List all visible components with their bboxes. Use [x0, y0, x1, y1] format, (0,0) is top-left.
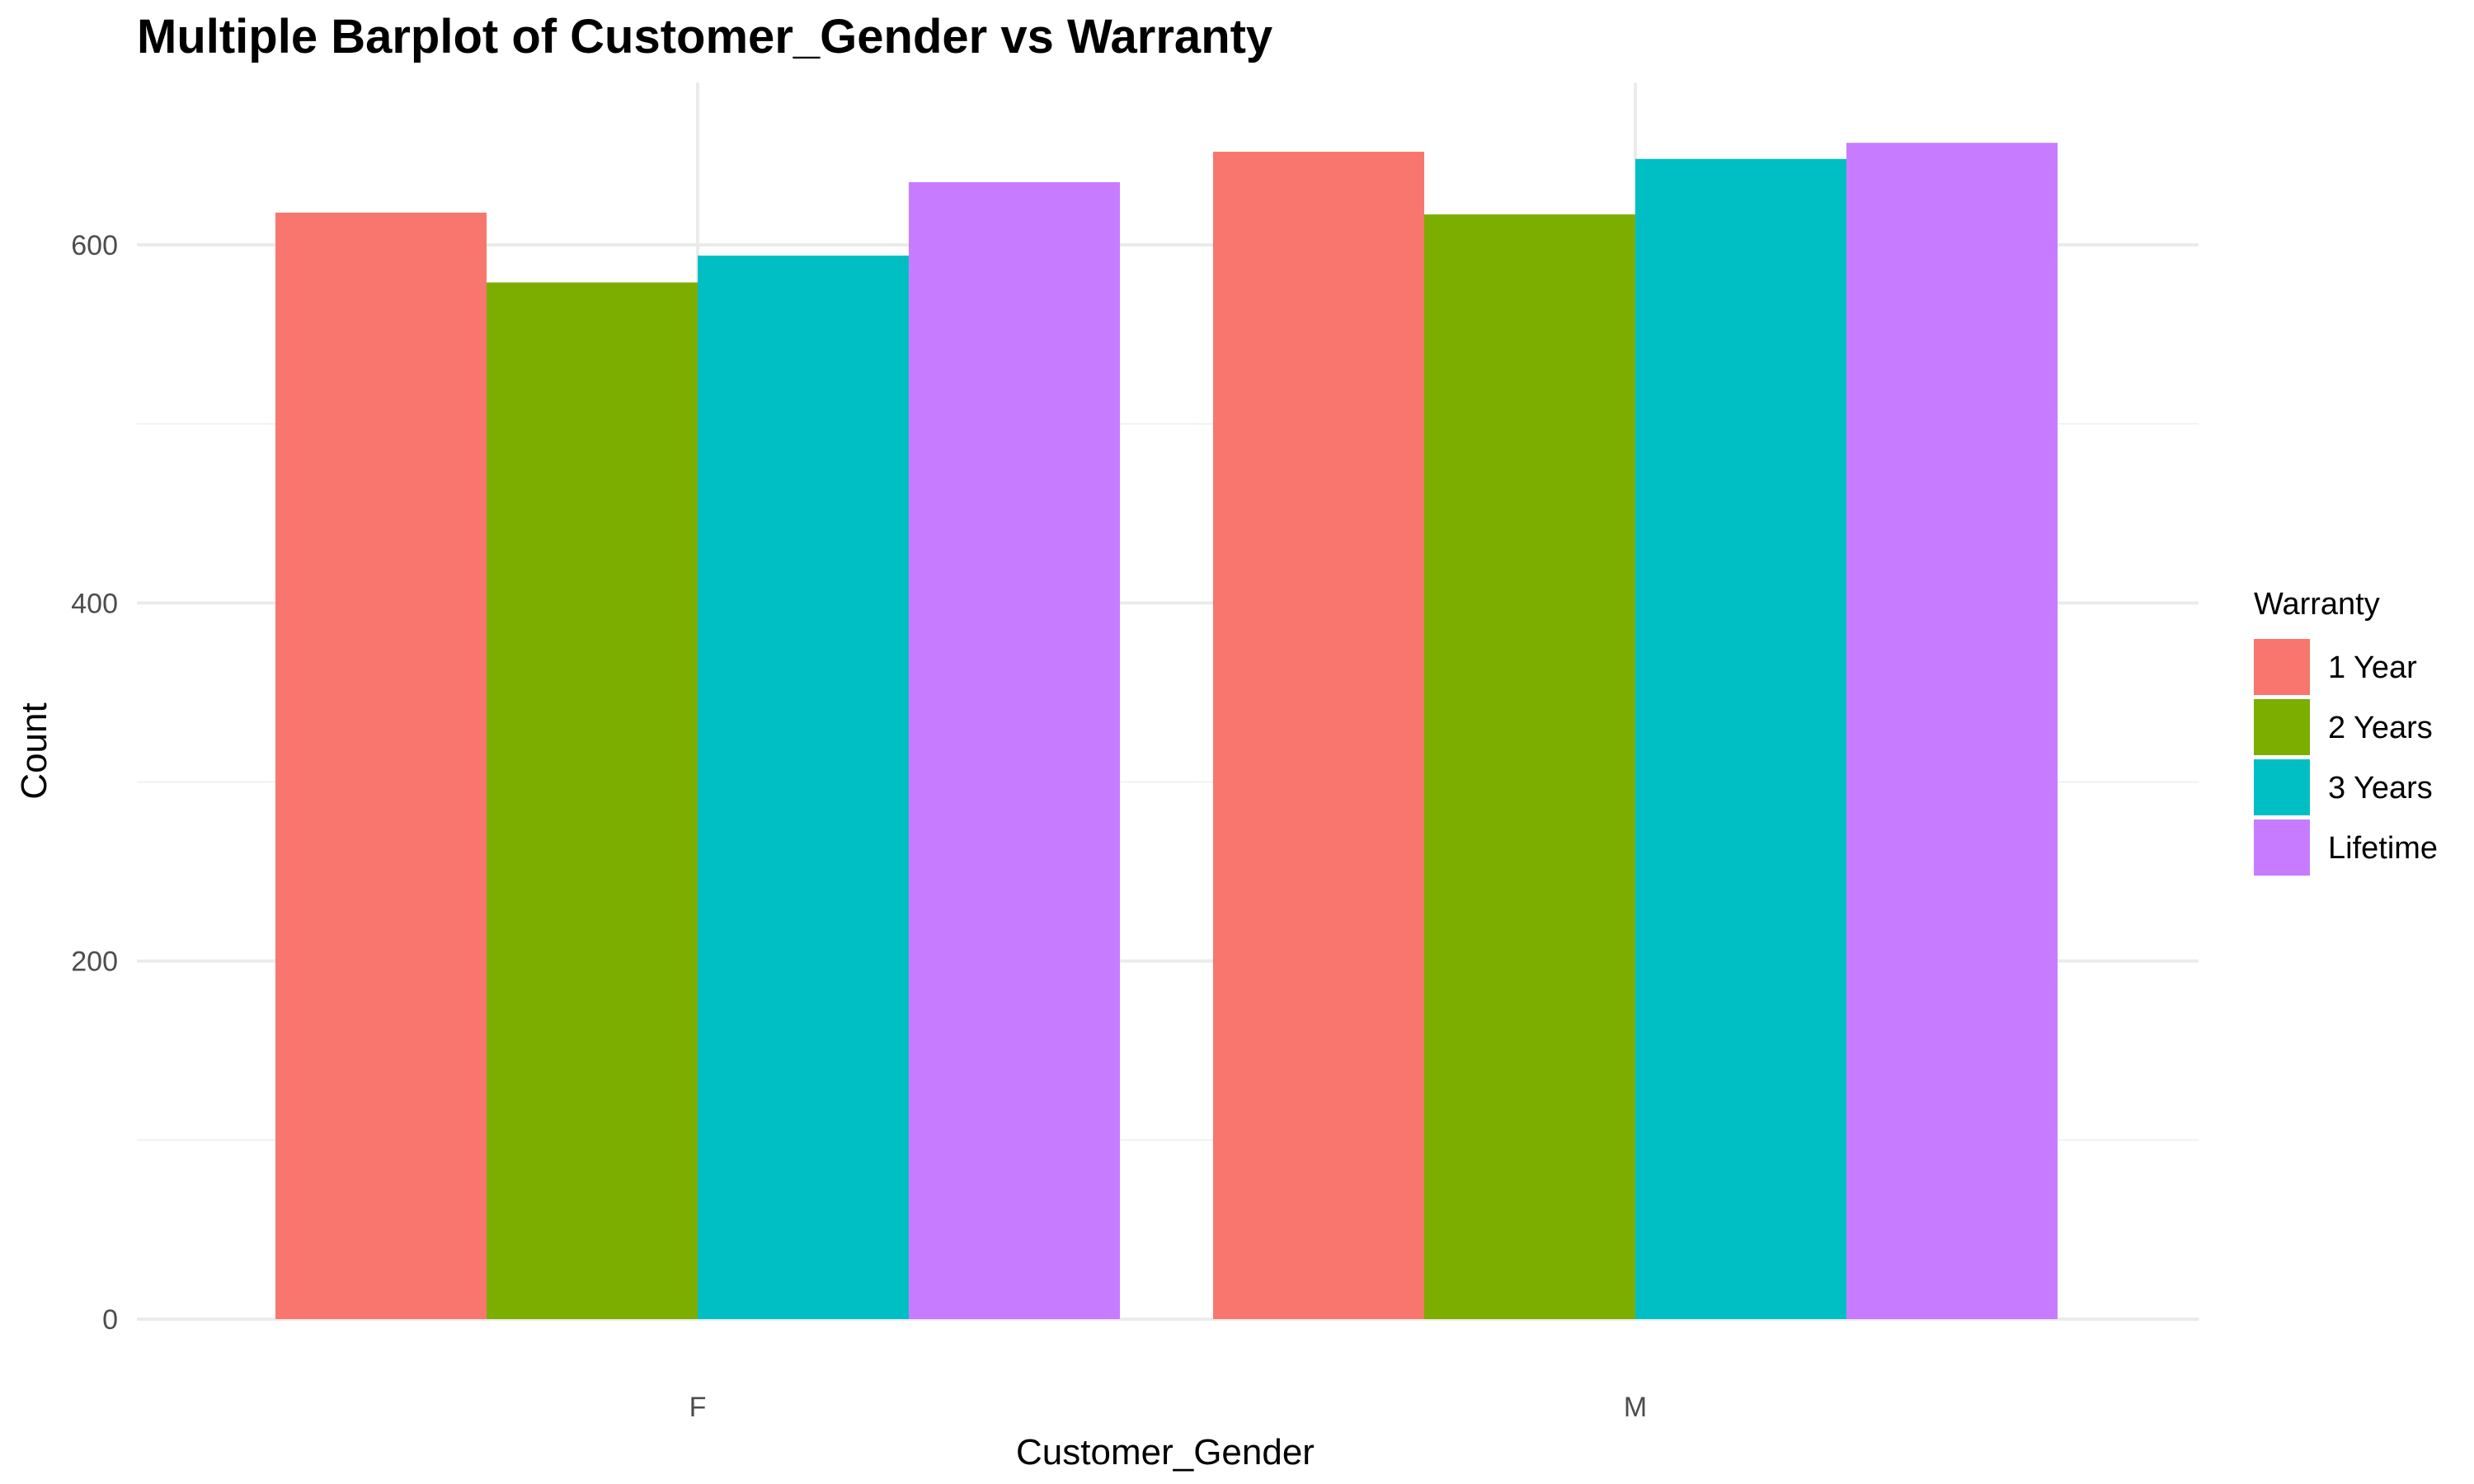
y-tick-label: 200 — [71, 946, 118, 978]
bar-M-1-year — [1213, 152, 1424, 1319]
legend-label: 1 Year — [2328, 650, 2417, 685]
legend: Warranty 1 Year 2 Years 3 Years Lifetime — [2254, 587, 2438, 876]
chart-title: Multiple Barplot of Customer_Gender vs W… — [137, 10, 1272, 63]
legend-key — [2254, 639, 2310, 695]
legend-title: Warranty — [2254, 587, 2380, 622]
legend-label: Lifetime — [2328, 831, 2438, 866]
bar-F-1-year — [275, 212, 487, 1319]
bar-M-3-years — [1635, 158, 1846, 1319]
legend-key — [2254, 819, 2310, 876]
y-axis-title: Count — [14, 702, 54, 799]
y-tick-label: 0 — [102, 1304, 118, 1336]
bar-M-2-years — [1424, 214, 1635, 1319]
bar-F-2-years — [487, 282, 698, 1320]
bar-F-lifetime — [909, 181, 1120, 1319]
legend-label: 3 Years — [2328, 771, 2433, 805]
y-axis-ticks: 0 200 400 600 — [71, 230, 118, 1336]
legend-items: 1 Year 2 Years 3 Years Lifetime — [2254, 639, 2438, 876]
legend-key — [2254, 699, 2310, 755]
bars-layer — [275, 143, 2058, 1320]
x-tick-label: F — [689, 1392, 707, 1423]
bar-F-3-years — [698, 256, 909, 1319]
x-axis-title: Customer_Gender — [1016, 1432, 1315, 1472]
bar-M-lifetime — [1846, 143, 2058, 1320]
y-tick-label: 600 — [71, 230, 118, 261]
legend-label: 2 Years — [2328, 711, 2433, 745]
legend-key — [2254, 759, 2310, 815]
y-tick-label: 400 — [71, 588, 118, 619]
x-tick-label: M — [1624, 1392, 1647, 1423]
